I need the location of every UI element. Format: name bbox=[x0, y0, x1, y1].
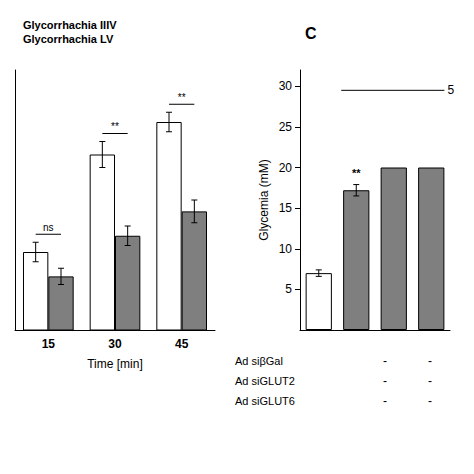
svg-text:5: 5 bbox=[285, 282, 292, 296]
svg-text:20: 20 bbox=[279, 161, 293, 175]
svg-text:Glycorrhachia IIIV: Glycorrhachia IIIV bbox=[23, 19, 117, 31]
svg-text:15: 15 bbox=[279, 201, 293, 215]
svg-text:25: 25 bbox=[279, 120, 293, 134]
svg-text:Ad siβGal: Ad siβGal bbox=[235, 355, 283, 367]
svg-text:30: 30 bbox=[279, 79, 293, 93]
svg-text:15: 15 bbox=[42, 337, 56, 351]
svg-text:C: C bbox=[305, 25, 317, 42]
svg-text:**: ** bbox=[178, 92, 186, 103]
svg-text:45: 45 bbox=[175, 337, 189, 351]
svg-text:Glycorrhachia LV: Glycorrhachia LV bbox=[23, 33, 114, 45]
svg-text:-: - bbox=[383, 374, 387, 388]
svg-text:**: ** bbox=[352, 167, 361, 179]
svg-text:ns: ns bbox=[43, 222, 54, 233]
svg-text:Time [min]: Time [min] bbox=[87, 357, 143, 371]
svg-text:Glycemia (mM): Glycemia (mM) bbox=[257, 159, 271, 240]
svg-text:**: ** bbox=[111, 121, 119, 132]
svg-text:10: 10 bbox=[279, 242, 293, 256]
svg-text:30: 30 bbox=[108, 337, 122, 351]
svg-text:-: - bbox=[428, 354, 432, 368]
svg-text:-: - bbox=[383, 354, 387, 368]
svg-text:5: 5 bbox=[447, 83, 454, 97]
svg-text:Ad siGLUT2: Ad siGLUT2 bbox=[235, 375, 295, 387]
svg-text:-: - bbox=[383, 394, 387, 408]
svg-text:-: - bbox=[428, 374, 432, 388]
svg-text:-: - bbox=[428, 394, 432, 408]
svg-text:Ad siGLUT6: Ad siGLUT6 bbox=[235, 395, 295, 407]
